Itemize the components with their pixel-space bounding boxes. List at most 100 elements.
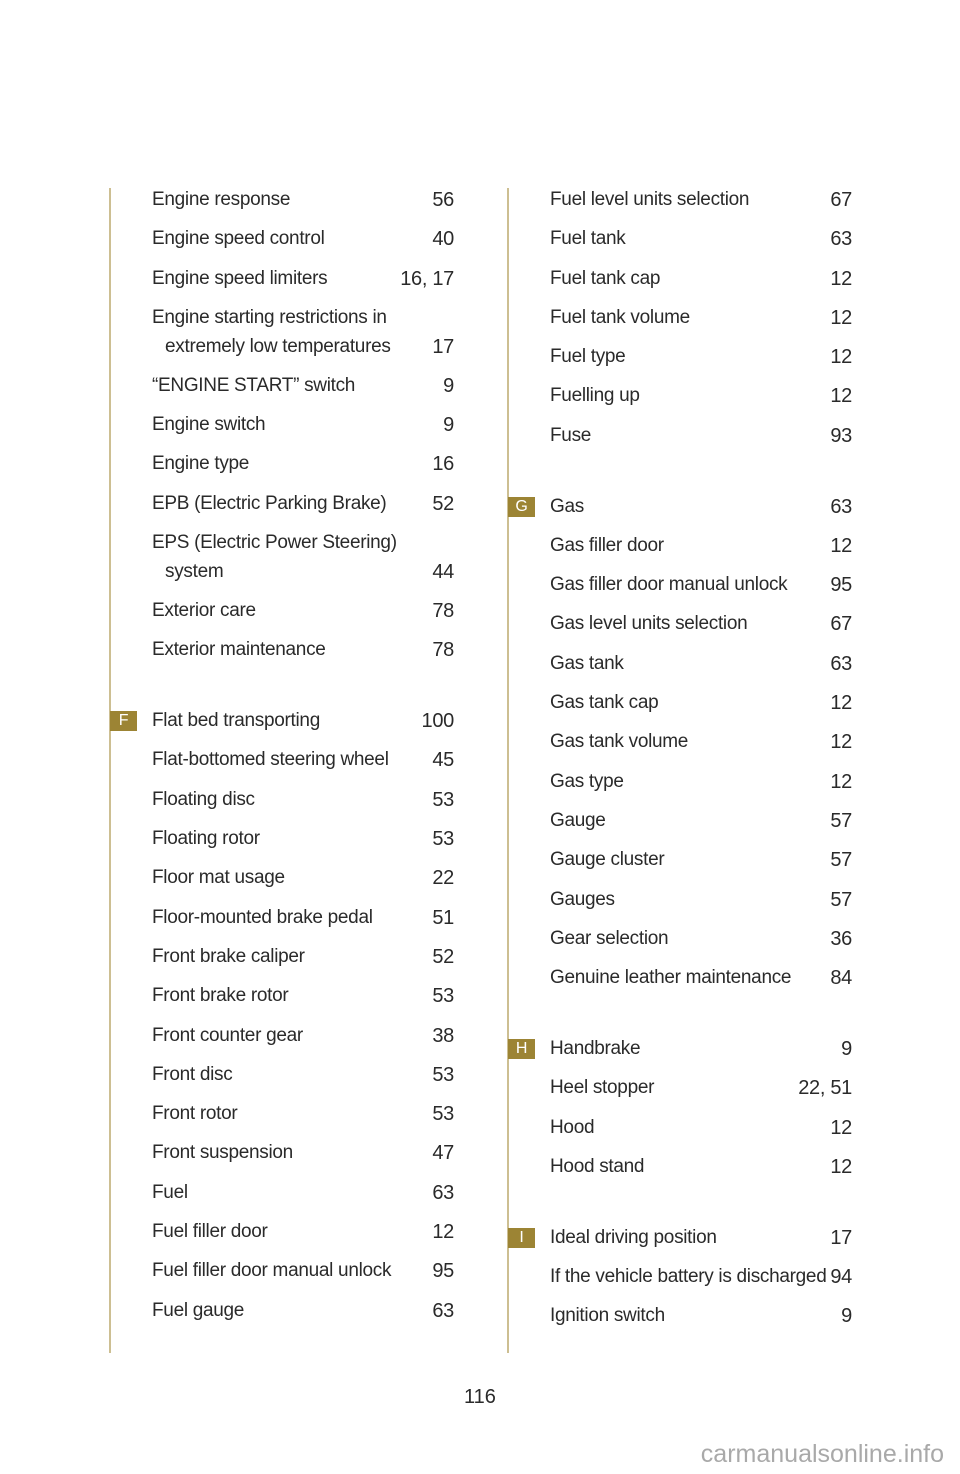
index-entry: Fuel filler door 12 (111, 1220, 509, 1259)
entry-page-ref: 84 (830, 967, 852, 990)
index-entry: Front counter gear 38 (111, 1024, 509, 1063)
index-entry: Exterior care 78 (111, 599, 509, 638)
entry-label: Genuine leather maintenance (550, 967, 792, 989)
entry-label-continued: system (165, 561, 224, 583)
entry-label: Fuel filler door (152, 1221, 268, 1243)
entry-label: Engine response (152, 189, 291, 210)
index-entry: Engine speed control 40 (111, 227, 509, 266)
watermark: carmanualsonline.info (700, 1440, 944, 1468)
index-entry: Gas filler door 12 (509, 534, 907, 573)
index-entry: Genuine leather maintenance 84 (509, 966, 907, 1005)
index-entry: Fuel gauge 63 (111, 1299, 509, 1338)
entry-page-ref: 53 (432, 985, 454, 1008)
index-entry: Fuse 93 (509, 424, 907, 463)
entry-label: Fuel gauge (152, 1299, 245, 1321)
index-entry: Flat-bottomed steering wheel 45 (111, 748, 509, 787)
entry-label: Fuel filler door manual unlock (152, 1260, 392, 1282)
index-entry: Gas level units selection 67 (509, 612, 907, 651)
entry-page-ref: 45 (432, 749, 454, 772)
index-entry: Gas tank 63 (509, 652, 907, 691)
entry-label: Engine speed control (152, 228, 325, 250)
index-entry: Gauge cluster 57 (509, 848, 907, 887)
entry-page-ref: 22, 51 (798, 1077, 852, 1100)
index-entry: G Gas 63 (508, 495, 907, 534)
entry-page-ref: 12 (830, 770, 852, 793)
entry-page-ref: 63 (830, 228, 852, 251)
entry-page-ref: 9 (443, 414, 454, 437)
index-entry: Fuel type 12 (509, 345, 907, 384)
entry-page-ref: 12 (830, 1155, 852, 1178)
entry-label: Heel stopper (550, 1077, 655, 1099)
entry-label: Gas level units selection (550, 613, 748, 635)
entry-label: Gas type (550, 770, 624, 792)
entry-page-ref: 12 (830, 346, 852, 369)
index-entry: Engine response 56 (111, 188, 509, 227)
entry-label: Gas filler door manual unlock (550, 574, 788, 596)
entry-label: Fuel tank (550, 228, 626, 250)
entry-label: Fuse (550, 424, 592, 446)
entry-page-ref: 95 (830, 574, 852, 597)
entry-label: Floating disc (152, 788, 255, 810)
index-entry: Front brake caliper 52 (111, 945, 509, 984)
entry-label: Ideal driving position (550, 1226, 717, 1248)
entry-label: Front disc (152, 1063, 233, 1085)
index-entry: Gas tank cap 12 (509, 691, 907, 730)
entry-page-ref: 95 (432, 1260, 454, 1283)
index-entry: Front suspension 47 (111, 1141, 509, 1180)
index-entry: F Flat bed transporting 100 (110, 709, 509, 748)
index-entry: Fuel tank volume 12 (509, 306, 907, 345)
entry-page-ref: 63 (830, 495, 852, 518)
entry-label: Fuel type (550, 346, 626, 368)
entry-page-ref: 16 (432, 453, 454, 476)
entry-label: Exterior care (152, 600, 256, 622)
entry-page-ref: 53 (432, 828, 454, 851)
entry-page-ref: 44 (432, 561, 454, 584)
index-entry: Engine starting restrictions in extremely… (111, 306, 509, 374)
index-entry: Floor mat usage 22 (111, 866, 509, 905)
entry-label: Fuel tank volume (550, 306, 690, 328)
index-entry: Engine switch 9 (111, 413, 509, 452)
entry-label: Gauge cluster (550, 849, 665, 871)
entry-label: EPS (Electric Power Steering) (152, 532, 397, 554)
entry-page-ref: 9 (841, 1037, 852, 1060)
entry-page-ref: 94 (830, 1265, 852, 1288)
index-entry: Gas type 12 (509, 770, 907, 809)
entry-page-ref: 53 (432, 1063, 454, 1086)
entry-page-ref: 51 (432, 906, 454, 929)
index-entry: Fuel 63 (111, 1181, 509, 1220)
entry-label: Handbrake (550, 1037, 641, 1059)
index-entry: Front rotor 53 (111, 1102, 509, 1141)
index-entry: Fuel filler door manual unlock 95 (111, 1259, 509, 1298)
index-entry: Hood stand 12 (509, 1155, 907, 1194)
entry-label: Gauge (550, 809, 606, 831)
index-entry: Fuel tank 63 (509, 227, 907, 266)
index-entry: Ignition switch 9 (509, 1304, 907, 1343)
entry-page-ref: 63 (432, 1181, 454, 1204)
entry-page-ref: 9 (443, 374, 454, 397)
entry-label: Front counter gear (152, 1024, 303, 1046)
entry-page-ref: 57 (830, 849, 852, 872)
entry-label: Fuelling up (550, 385, 640, 407)
entry-label: Engine switch (152, 414, 266, 436)
entry-label: Exterior maintenance (152, 639, 326, 661)
entry-page-ref: 12 (830, 692, 852, 715)
entry-label: Front brake rotor (152, 985, 289, 1007)
entry-page-ref: 16, 17 (400, 267, 454, 290)
entry-page-ref: 53 (432, 1103, 454, 1126)
entry-page-ref: 67 (830, 613, 852, 636)
section-letter-badge: G (508, 496, 535, 517)
index-column-left: Engine response 56 Engine speed control 40 E… (109, 188, 509, 1353)
index-entry: Fuel tank cap 12 (509, 267, 907, 306)
index-entry: Front disc 53 (111, 1063, 509, 1102)
index-entry: Fuelling up 12 (509, 384, 907, 423)
entry-label: Engine type (152, 453, 250, 475)
entry-page-ref: 78 (432, 639, 454, 662)
index-entry: Engine type 16 (111, 452, 509, 491)
entry-page-ref: 52 (432, 492, 454, 515)
page-number: 116 (464, 1386, 496, 1408)
entry-page-ref: 12 (830, 385, 852, 408)
entry-label: Hood stand (550, 1155, 645, 1177)
entry-label: Gas tank cap (550, 692, 659, 714)
index-entry: Floor-mounted brake pedal 51 (111, 906, 509, 945)
